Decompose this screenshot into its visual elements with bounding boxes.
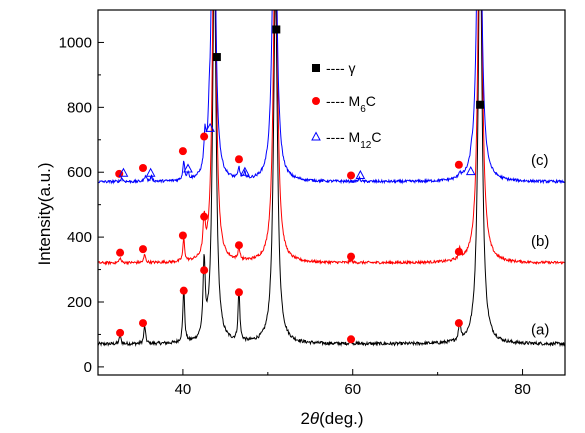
phase-marker-0-1	[139, 319, 148, 328]
legend-label-1: ---- M6C	[326, 93, 376, 115]
legend-marker-2	[311, 131, 321, 141]
phase-marker-1-2	[178, 231, 187, 240]
phase-marker-2-3	[200, 132, 209, 141]
phase-marker-2-10	[205, 122, 215, 132]
series-line-2	[98, 10, 565, 185]
phase-marker-0-6	[454, 319, 463, 328]
y-tick-label-4: 800	[67, 99, 92, 116]
curve-label-1: (b)	[531, 233, 549, 250]
y-tick-label-5: 1000	[59, 34, 92, 51]
phase-marker-0-5	[347, 335, 356, 344]
phase-marker-2-5	[347, 171, 356, 180]
y-tick-label-2: 400	[67, 229, 92, 246]
phase-marker-2-9	[183, 163, 193, 173]
y-tick-label-1: 200	[67, 294, 92, 311]
phase-marker-0-0	[116, 328, 125, 337]
legend-marker-1	[312, 97, 320, 105]
phase-marker-2-2	[178, 147, 187, 156]
phase-marker-2-4	[234, 155, 243, 164]
gamma-marker-1	[272, 25, 281, 34]
phase-marker-1-3	[200, 212, 209, 221]
y-tick-label-0: 0	[84, 359, 92, 376]
gamma-marker-2	[476, 100, 485, 109]
phase-marker-2-8	[145, 167, 156, 177]
phase-marker-1-5	[347, 252, 356, 261]
series-line-1	[98, 10, 565, 266]
phase-marker-2-11	[240, 166, 250, 176]
x-tick-label-2: 80	[514, 381, 531, 398]
curve-label-0: (a)	[531, 321, 549, 338]
legend: ---- γ ---- M6C ---- M12C	[311, 60, 381, 151]
y-axis-title: Intensity(a.u.)	[35, 163, 54, 266]
phase-marker-2-7	[118, 167, 129, 177]
phase-marker-1-4	[234, 241, 243, 250]
x-axis-title-theta: θ	[310, 409, 320, 428]
phase-marker-0-4	[234, 288, 243, 297]
legend-label-0: ---- γ	[326, 60, 356, 76]
x-axis-title-suffix: (deg.)	[319, 409, 363, 428]
plot-frame	[97, 9, 566, 376]
legend-label-2: ---- M12C	[326, 129, 381, 151]
x-axis-title: 2θ(deg.)	[300, 409, 363, 428]
y-tick-label-3: 600	[67, 164, 92, 181]
phase-marker-1-1	[139, 245, 148, 254]
curve-label-2: (c)	[531, 152, 549, 169]
gamma-marker-0	[212, 53, 221, 62]
legend-marker-0	[312, 64, 320, 72]
phase-marker-0-2	[179, 286, 188, 295]
plot-area	[98, 10, 565, 348]
x-tick-label-1: 60	[344, 381, 361, 398]
series-line-0	[98, 10, 565, 348]
phase-marker-1-6	[454, 247, 463, 256]
x-axis-title-prefix: 2	[300, 409, 309, 428]
phase-marker-1-0	[116, 248, 125, 257]
phase-marker-2-12	[355, 169, 366, 179]
phase-marker-2-13	[465, 166, 476, 176]
phase-marker-2-6	[454, 160, 463, 169]
phase-marker-2-1	[139, 164, 148, 173]
phase-marker-0-3	[200, 266, 209, 275]
x-tick-label-0: 40	[175, 381, 192, 398]
